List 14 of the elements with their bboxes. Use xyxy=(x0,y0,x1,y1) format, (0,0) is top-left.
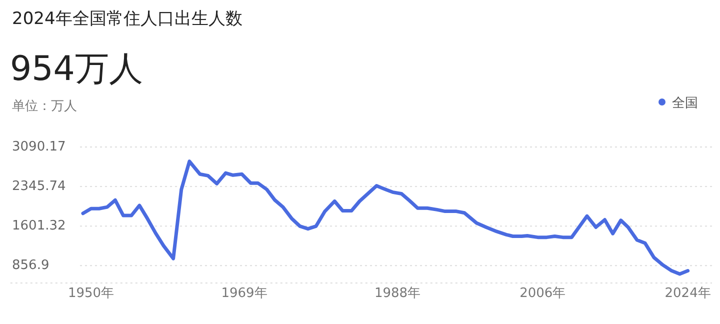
chart-subtitle: 954万人 xyxy=(10,49,143,89)
legend-label: 全国 xyxy=(672,96,698,111)
x-tick-label: 1969年 xyxy=(221,286,268,301)
y-tick-label: 3090.17 xyxy=(12,140,66,155)
x-tick-label: 2024年 xyxy=(664,286,711,301)
y-tick-label: 1601.32 xyxy=(12,218,66,234)
y-tick-label: 2345.74 xyxy=(12,179,66,194)
text: 单位：万人 xyxy=(12,99,77,114)
line-series xyxy=(81,160,690,276)
chart-title: 2024年全国常住人口出生人数 xyxy=(12,9,242,29)
x-tick-label: 2006年 xyxy=(520,286,566,301)
x-tick-label: 1950年 xyxy=(68,286,114,301)
x-tick-label: 1988年 xyxy=(374,286,421,301)
y-tick-label: 856.9 xyxy=(12,258,50,274)
